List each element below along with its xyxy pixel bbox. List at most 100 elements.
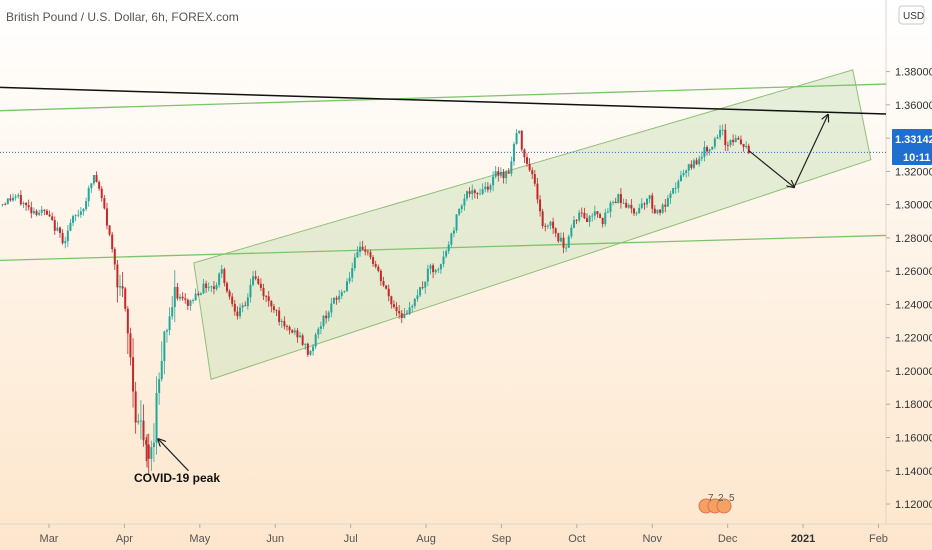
- candle-up: [56, 227, 59, 231]
- candle-down: [325, 315, 328, 319]
- candle-down: [98, 181, 101, 189]
- candle-up: [666, 198, 669, 207]
- covid-annotation[interactable]: COVID-19 peak: [134, 439, 220, 485]
- candle-up: [606, 211, 609, 213]
- candle-down: [536, 183, 539, 200]
- candlestick-series[interactable]: [1, 123, 750, 475]
- candle-up: [481, 189, 484, 194]
- candle-up: [152, 442, 155, 448]
- events-badge[interactable]: 7 2 5: [698, 493, 735, 514]
- candle-down: [283, 320, 286, 327]
- candle-up: [66, 230, 69, 242]
- currency-label: USD: [903, 11, 924, 22]
- candle-up: [559, 237, 562, 242]
- candle-down: [476, 192, 479, 195]
- candle-up: [72, 216, 75, 223]
- candle-down: [557, 233, 560, 242]
- candle-down: [739, 139, 742, 144]
- projection-arrows[interactable]: [748, 115, 828, 187]
- candle-down: [43, 209, 46, 211]
- candle-up: [593, 211, 596, 216]
- drawing-lines[interactable]: [0, 83, 887, 262]
- candle-down: [486, 186, 489, 190]
- candle-down: [100, 188, 103, 199]
- price-tick-label: 1.20000: [895, 366, 932, 378]
- candle-up: [1, 203, 4, 205]
- candle-up: [22, 202, 25, 205]
- candle-down: [95, 175, 98, 182]
- candle-up: [17, 195, 20, 197]
- candle-up: [565, 247, 568, 249]
- candle-up: [567, 236, 570, 248]
- candle-up: [640, 203, 643, 208]
- candle-down: [267, 296, 270, 302]
- candle-down: [398, 311, 401, 314]
- candle-up: [716, 137, 719, 139]
- candle-down: [278, 310, 281, 323]
- lower-support-line: [0, 234, 887, 262]
- candle-up: [698, 158, 701, 165]
- candle-up: [622, 202, 625, 204]
- candle-up: [734, 138, 737, 143]
- candle-up: [627, 204, 630, 208]
- event-count: 2: [718, 493, 724, 504]
- candle-down: [659, 209, 662, 213]
- time-axis[interactable]: Mar Apr May Jun Jul Aug Sep Oct Nov Dec 2021 Feb: [40, 524, 888, 545]
- ascending-channel[interactable]: [193, 69, 872, 380]
- candle-up: [484, 186, 487, 190]
- candle-down: [653, 208, 656, 214]
- event-icon[interactable]: [716, 498, 732, 514]
- candle-up: [499, 171, 502, 176]
- candle-down: [59, 227, 62, 233]
- candle-down: [390, 296, 393, 305]
- candle-down: [48, 214, 51, 217]
- candle-up: [437, 269, 440, 271]
- candle-down: [601, 217, 604, 225]
- candle-down: [27, 205, 30, 208]
- candle-up: [471, 190, 474, 194]
- candle-up: [419, 287, 422, 296]
- candle-down: [432, 265, 435, 273]
- candle-up: [588, 216, 591, 222]
- candle-up: [494, 171, 497, 177]
- candle-up: [14, 196, 17, 198]
- candle-down: [113, 249, 116, 265]
- candle-down: [301, 335, 304, 345]
- candle-up: [445, 251, 448, 257]
- candle-up: [692, 160, 695, 168]
- candle-down: [643, 203, 646, 205]
- candle-down: [105, 208, 108, 226]
- candle-up: [77, 214, 80, 216]
- time-tick-label: May: [189, 533, 210, 545]
- candle-down: [225, 283, 228, 292]
- candle-up: [199, 293, 202, 296]
- time-tick-label: Feb: [869, 533, 888, 545]
- candle-down: [272, 306, 275, 310]
- candle-up: [348, 277, 351, 282]
- candle-up: [322, 315, 325, 327]
- candle-down: [45, 210, 48, 215]
- candle-up: [163, 331, 166, 362]
- candle-down: [145, 440, 148, 445]
- candle-up: [64, 241, 67, 244]
- price-tick-label: 1.28000: [895, 233, 932, 245]
- candle-up: [304, 343, 307, 345]
- time-tick-label: Jul: [344, 533, 358, 545]
- candle-up: [416, 295, 419, 299]
- candle-down: [296, 330, 299, 338]
- candle-up: [137, 420, 140, 423]
- candle-up: [340, 292, 343, 296]
- candle-up: [168, 316, 171, 331]
- candle-down: [539, 199, 542, 212]
- candle-down: [562, 237, 565, 248]
- candle-up: [160, 361, 163, 380]
- currency-badge[interactable]: USD: [898, 5, 925, 25]
- candle-down: [228, 291, 231, 297]
- candle-up: [189, 300, 192, 306]
- candle-up: [424, 281, 427, 288]
- candle-down: [223, 269, 226, 284]
- candle-up: [82, 208, 85, 212]
- price-axis[interactable]: 1.380001.360001.340001.320001.300001.280…: [886, 67, 932, 511]
- candle-down: [583, 212, 586, 219]
